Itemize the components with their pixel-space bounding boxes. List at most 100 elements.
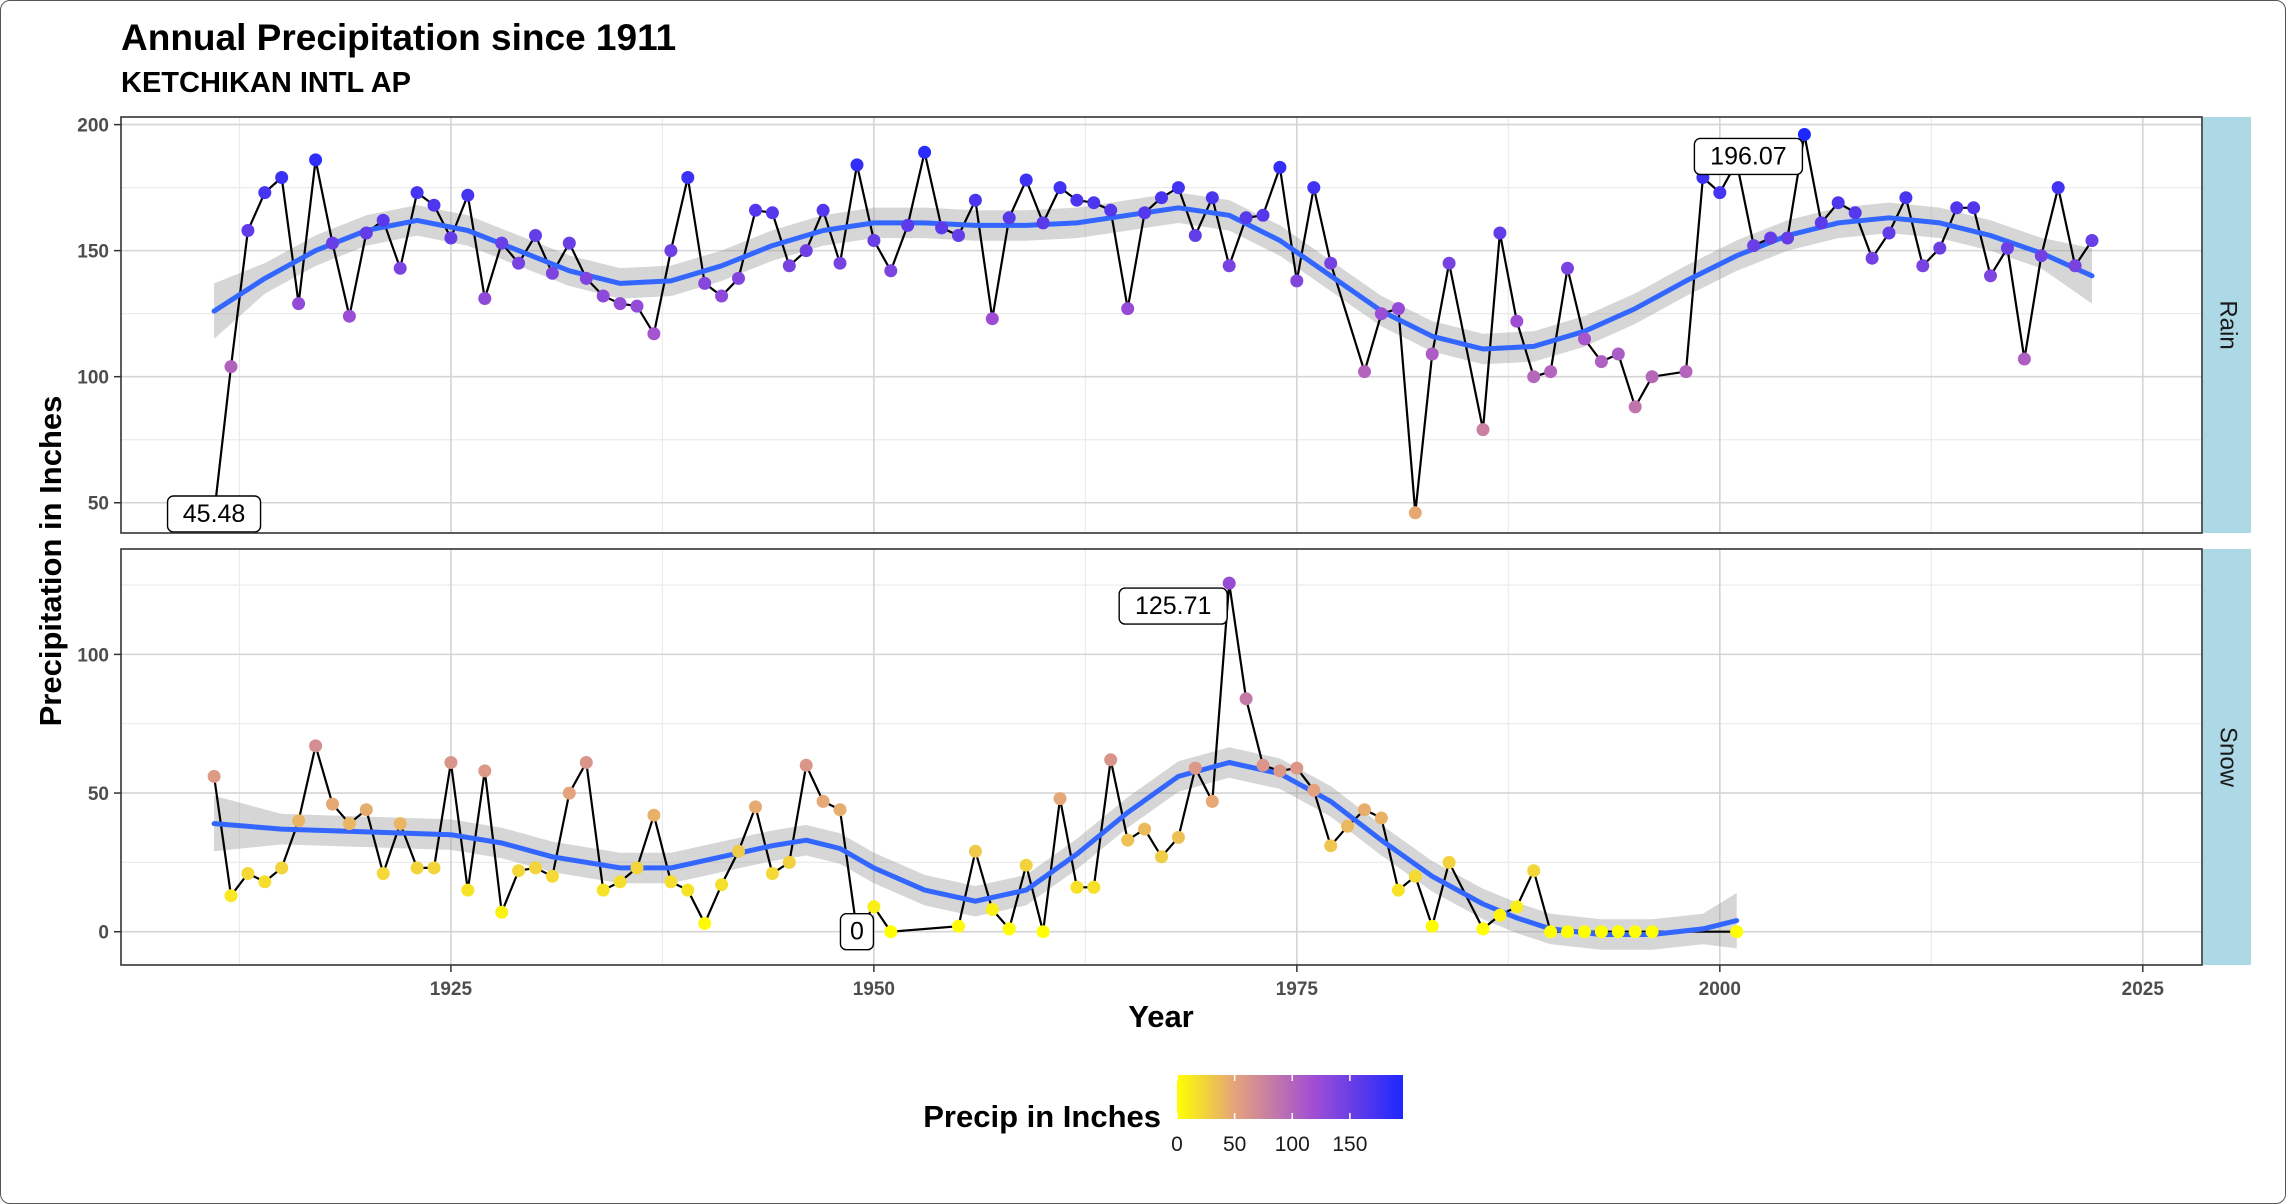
y-tick-label: 50 bbox=[88, 784, 109, 805]
rain-data-point bbox=[1138, 206, 1152, 220]
rain-data-point bbox=[1594, 355, 1608, 369]
snow-data-point bbox=[444, 756, 458, 769]
snow-data-point bbox=[732, 844, 745, 858]
rain-data-point bbox=[1053, 181, 1067, 195]
y-tick-label: 0 bbox=[98, 923, 109, 944]
snow-data-point bbox=[1239, 692, 1253, 706]
rain-data-point bbox=[715, 289, 729, 303]
rain-data-point bbox=[867, 234, 881, 247]
rain-data-point bbox=[1933, 241, 1947, 255]
rain-data-point bbox=[529, 229, 542, 242]
rain-data-point bbox=[512, 256, 526, 270]
x-axis-title: Year bbox=[1128, 999, 1194, 1034]
rain-data-point bbox=[1628, 400, 1642, 414]
y-axis-title: Precipitation in Inches bbox=[33, 396, 68, 727]
snow-data-point bbox=[1594, 925, 1608, 939]
y-tick-label: 150 bbox=[77, 242, 109, 263]
snow-data-point bbox=[884, 925, 898, 939]
snow-data-point bbox=[461, 883, 475, 897]
rain-data-point bbox=[1374, 307, 1388, 321]
snow-facet-strip bbox=[2203, 549, 2251, 965]
snow-smooth-line bbox=[211, 760, 1740, 937]
rain-data-point bbox=[2034, 249, 2048, 263]
snow-data-point bbox=[1476, 922, 1490, 936]
rain-data-point bbox=[1814, 216, 1828, 230]
rain-data-point bbox=[1527, 370, 1541, 384]
rain-data-point bbox=[952, 229, 965, 242]
rain-data-point bbox=[1797, 128, 1811, 141]
rain-data-point bbox=[1239, 211, 1253, 225]
rain-data-point bbox=[342, 309, 356, 323]
snow-data-point bbox=[427, 861, 441, 875]
y-tick-label: 50 bbox=[88, 494, 109, 515]
snow-data-point bbox=[512, 864, 526, 878]
legend-tick-label: 150 bbox=[1332, 1133, 1367, 1156]
legend-tick-label: 50 bbox=[1223, 1133, 1246, 1156]
legend-tick-label: 100 bbox=[1275, 1133, 1310, 1156]
snow-data-point bbox=[1544, 925, 1558, 939]
snow-data-point bbox=[1171, 830, 1185, 844]
snow-data-point bbox=[749, 800, 762, 814]
rain-data-point bbox=[1476, 423, 1490, 437]
rain-data-point bbox=[1967, 201, 1981, 215]
snow-data-point bbox=[1408, 869, 1422, 883]
snow-data-point bbox=[1341, 819, 1355, 833]
rain-data-point bbox=[935, 221, 949, 235]
rain-facet-label: Rain bbox=[2215, 300, 2242, 349]
snow-data-point bbox=[1053, 792, 1067, 806]
rain-data-point bbox=[1408, 506, 1422, 520]
rain-data-point bbox=[1425, 347, 1439, 361]
rain-value-label: 196.07 bbox=[1710, 142, 1786, 170]
snow-data-point bbox=[224, 889, 238, 903]
rain-data-point bbox=[2000, 241, 2014, 255]
snow-data-point bbox=[647, 808, 661, 822]
rain-data-point bbox=[1645, 370, 1659, 384]
snow-data-point bbox=[241, 867, 255, 880]
rain-data-point bbox=[1036, 216, 1050, 230]
snow-data-point bbox=[1493, 908, 1507, 922]
y-tick-label: 200 bbox=[77, 116, 109, 137]
rain-data-point bbox=[1611, 347, 1625, 361]
rain-value-label-box bbox=[1693, 137, 1804, 176]
rain-data-point bbox=[376, 213, 390, 227]
rain-data-point bbox=[1510, 314, 1524, 328]
rain-data-point bbox=[2017, 352, 2031, 366]
snow-data-point bbox=[1374, 811, 1388, 825]
x-axis: 1925 1950 1975 2000 2025 bbox=[430, 965, 2164, 1000]
snow-data-point bbox=[799, 758, 813, 772]
rain-data-point bbox=[1070, 193, 1084, 207]
rain-data-point bbox=[901, 218, 915, 232]
snow-data-point bbox=[1324, 839, 1338, 853]
rain-data-point bbox=[1087, 196, 1101, 210]
snow-data-point bbox=[376, 867, 390, 880]
rain-data-point bbox=[258, 186, 272, 200]
rain-data-point bbox=[275, 171, 289, 184]
snow-data-point bbox=[326, 797, 339, 811]
rain-data-point bbox=[1882, 226, 1896, 240]
rain-data-point bbox=[359, 226, 373, 240]
snow-data-point bbox=[1307, 783, 1321, 797]
rain-data-point bbox=[1205, 191, 1219, 205]
snow-data-point bbox=[579, 756, 593, 769]
snow-data-point bbox=[952, 919, 965, 933]
snow-data-point bbox=[985, 903, 999, 916]
snow-data-point bbox=[1222, 576, 1236, 590]
snow-data-point bbox=[1002, 922, 1016, 936]
rain-data-point bbox=[985, 312, 999, 326]
rain-data-point bbox=[918, 145, 932, 159]
rain-data-point bbox=[1290, 274, 1304, 288]
rain-data-point bbox=[292, 297, 306, 311]
snow-data-point bbox=[782, 855, 796, 869]
snow-data-point bbox=[1138, 822, 1152, 836]
rain-data-point bbox=[1222, 259, 1236, 273]
rain-data-point bbox=[647, 327, 661, 341]
rain-data-point bbox=[850, 158, 864, 172]
rain-data-point bbox=[2051, 181, 2065, 195]
snow-data-point bbox=[1425, 919, 1439, 933]
snow-data-point bbox=[1730, 925, 1744, 939]
rain-data-point bbox=[884, 264, 898, 278]
snow-data-point bbox=[1290, 761, 1304, 775]
snow-data-point bbox=[867, 900, 881, 914]
chart-title: Annual Precipitation since 1911 bbox=[121, 17, 677, 58]
